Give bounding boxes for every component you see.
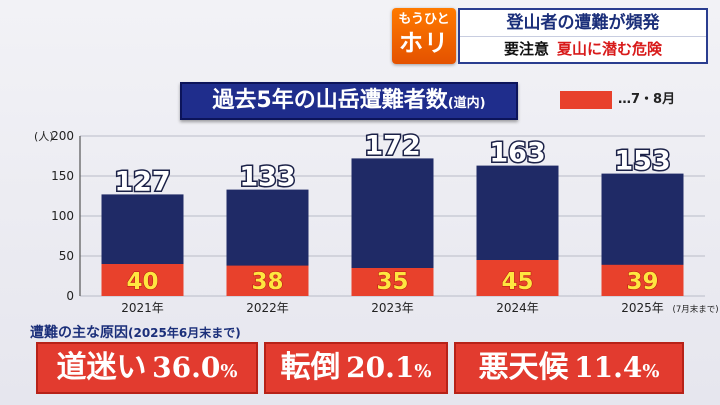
july-aug-value-label: 45 [501,269,533,295]
x-category-note: (7月末まで) [673,304,719,315]
total-value-label: 127 [114,166,170,197]
chart-title-main: 過去5年の山岳遭難者数 [212,88,448,113]
headline-tag: 要注意 [503,40,549,58]
cause-name: 悪天候 [478,350,569,385]
cause-item-lost-way: 道迷い 36.0% [36,342,258,394]
july-aug-value-label: 40 [126,269,158,295]
legend-label: …7・8月 [618,92,676,107]
y-tick-label: 100 [51,209,74,223]
y-tick-label: 150 [51,169,74,183]
headline-sub: 要注意 夏山に潜む危険 [460,37,706,62]
total-value-label: 133 [239,162,295,193]
cause-unit: % [642,361,660,382]
y-unit-label: (人) [34,130,54,143]
total-value-label: 172 [364,130,420,161]
bar-july-aug [351,268,434,296]
y-tick-label: 200 [51,129,74,143]
cause-unit: % [220,361,238,382]
cause-item-fall: 転倒 20.1% [264,342,448,394]
total-value-label: 153 [614,146,670,177]
cause-value: 20.1 [346,351,415,384]
x-category-label: 2022年 [246,301,289,315]
badge-small-text: もうひと [398,12,450,27]
y-tick-label: 50 [59,249,74,263]
cause-value: 11.4 [574,351,643,384]
x-category-label: 2024年 [496,301,539,315]
legend: …7・8月 [560,90,675,110]
cause-unit: % [414,361,432,382]
chart-title-paren: (道内) [447,96,486,111]
causes-title: 遭難の主な原因 [30,325,128,341]
bar-july-aug [476,260,559,296]
headline-warning: 夏山に潜む危険 [557,40,663,58]
badge-big-text: ホリ [399,29,449,57]
corner-badge: もうひと ホリ [392,8,456,64]
cause-name: 転倒 [280,350,341,385]
july-aug-value-label: 35 [376,269,408,295]
bar-july-aug [226,265,309,296]
chart-title: 過去5年の山岳遭難者数(道内) [180,82,518,120]
x-category-label: 2025年 [621,301,664,315]
causes-header: 遭難の主な原因(2025年6月末まで) [30,322,241,342]
x-category-label: 2023年 [371,301,414,315]
bar-july-aug [101,264,184,296]
july-aug-value-label: 38 [251,269,283,295]
july-aug-value-label: 39 [626,269,658,295]
headline: 登山者の遭難が頻発 [460,10,706,37]
cause-name: 道迷い [56,350,147,385]
cause-value: 36.0 [152,351,221,384]
x-category-label: 2021年 [121,301,164,315]
y-tick-label: 0 [66,289,74,303]
cause-item-bad-weather: 悪天候 11.4% [454,342,684,394]
bar-july-aug [601,264,684,296]
headline-box: 登山者の遭難が頻発 要注意 夏山に潜む危険 [458,8,708,64]
legend-swatch [560,90,612,109]
total-value-label: 163 [489,138,545,169]
causes-period: (2025年6月末まで) [128,326,241,340]
